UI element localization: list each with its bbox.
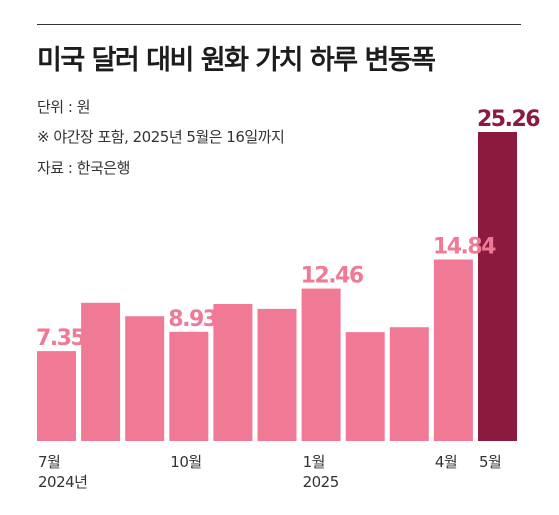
x-year-label-2025-01: 2025 [303,473,339,491]
bar-2024-09 [125,316,165,441]
x-tick-label-2025-04: 4월 [435,453,457,471]
x-tick-label-2025-05: 5월 [479,453,501,471]
bar-2024-11 [213,304,253,441]
bar-2025-03 [389,327,429,441]
source-note: 자료 : 한국은행 [37,159,130,177]
bar-2024-12 [257,308,297,441]
data-label-2024-10: 8.93 [168,307,216,332]
data-label-2024-07: 7.35 [36,326,84,351]
data-label-2025-04: 14.84 [433,235,496,260]
data-label-2025-01: 12.46 [301,264,364,289]
bar-2024-08 [81,302,121,441]
unit-note: 단위 : 원 [37,98,91,116]
bar-2024-10 [169,331,209,441]
bar-2024-07 [37,351,76,441]
x-tick-label-2024-07: 7월 [38,453,60,471]
remark-note: ※ 야간장 포함, 2025년 5월은 16일까지 [37,128,285,146]
top-rule [37,24,521,25]
bar-2025-05 [478,132,517,441]
x-tick-label-2024-10: 10월 [170,453,201,471]
bar-2025-01 [301,288,341,441]
x-year-label-2024-07: 2024년 [38,473,87,491]
chart-title: 미국 달러 대비 원화 가치 하루 변동폭 [37,45,436,76]
bar-2025-04 [433,259,473,441]
data-label-2025-05: 25.26 [477,107,540,132]
bar-2025-02 [345,332,385,441]
x-tick-label-2025-01: 1월 [303,453,325,471]
